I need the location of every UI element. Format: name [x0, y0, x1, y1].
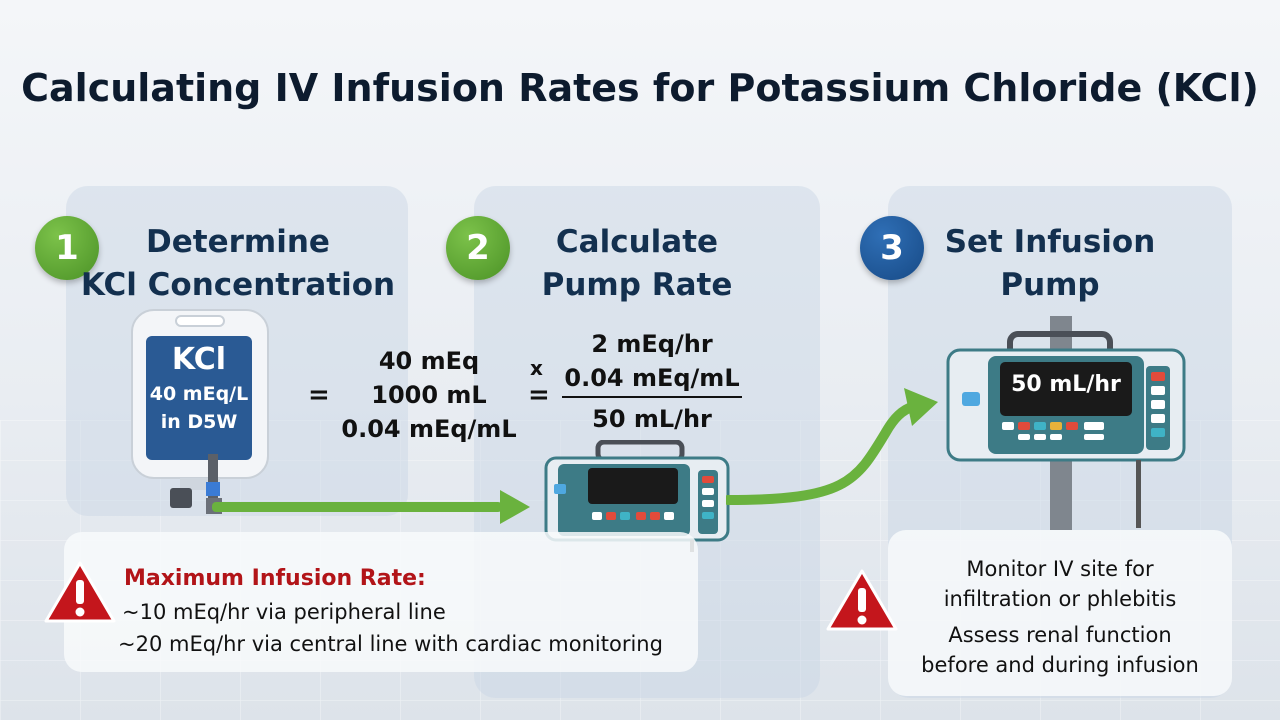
iv-bag-label: KCl 40 mEq/L in D5W	[146, 340, 252, 436]
calc2-fraction-bar	[562, 396, 742, 398]
iv-bag-drug: KCl	[171, 342, 227, 377]
calc2-numerator: 2 mEq/hr	[591, 330, 713, 358]
max-rate-peripheral: ~10 mEq/hr via peripheral line	[122, 600, 446, 624]
step-1-badge: 1	[35, 216, 99, 280]
iv-bag-concentration: 40 mEq/L	[149, 383, 249, 405]
calc1-equals: =	[308, 380, 330, 410]
pump-display: 50 mL/hr	[1011, 372, 1121, 397]
iv-bag-icon	[131, 309, 269, 514]
step-3-title: Set Infusion Pump	[920, 221, 1180, 307]
monitoring-text: Monitor IV site for infiltration or phle…	[900, 554, 1220, 680]
warning-icon-2	[826, 569, 898, 631]
monitoring-line2: infiltration or phlebitis	[943, 587, 1177, 611]
step-3-badge: 3	[860, 216, 924, 280]
max-rate-box	[64, 532, 698, 672]
step-2-title-line2: Pump Rate	[541, 267, 733, 303]
calc1-line3: 0.04 mEq/mL	[341, 415, 517, 443]
monitoring-line3: Assess renal function	[948, 623, 1172, 647]
step-3-title-line2: Pump	[1000, 267, 1100, 303]
monitoring-line1: Monitor IV site for	[966, 557, 1154, 581]
large-infusion-pump-icon	[946, 316, 1186, 530]
step-2-title: Calculate Pump Rate	[510, 221, 764, 307]
step-2-title-line1: Calculate	[555, 224, 719, 260]
monitoring-box	[888, 530, 1232, 696]
calc1-values: 40 mEq 1000 mL 0.04 mEq/mL	[334, 344, 524, 446]
warning-icon	[44, 561, 116, 623]
calc2-times: x	[530, 356, 543, 380]
step-2-badge: 2	[446, 216, 510, 280]
step-1-title: Determine KCl Concentration	[80, 221, 396, 307]
max-rate-heading: Maximum Infusion Rate:	[124, 566, 426, 591]
monitoring-line4: before and during infusion	[921, 653, 1199, 677]
calc2-fraction: 2 mEq/hr 0.04 mEq/mL 50 mL/hr	[556, 326, 748, 434]
step-3-title-line1: Set Infusion	[944, 224, 1156, 260]
iv-bag-solution: in D5W	[160, 411, 238, 433]
curved-arrow-icon	[726, 388, 938, 505]
max-rate-central: ~20 mEq/hr via central line with cardiac…	[118, 632, 663, 656]
step-1-title-line1: Determine	[146, 224, 330, 260]
infusion-pump-icon	[544, 440, 730, 552]
page-title: Calculating IV Infusion Rates for Potass…	[21, 66, 1259, 110]
calc1-line2: 1000 mL	[371, 381, 487, 409]
arrow-icon	[212, 490, 530, 524]
calc2-equals: =	[528, 380, 550, 410]
step-1-title-line2: KCl Concentration	[80, 267, 396, 303]
calc1-line1: 40 mEq	[378, 347, 480, 375]
calc2-result: 50 mL/hr	[592, 405, 712, 433]
calc2-denominator: 0.04 mEq/mL	[564, 364, 740, 392]
